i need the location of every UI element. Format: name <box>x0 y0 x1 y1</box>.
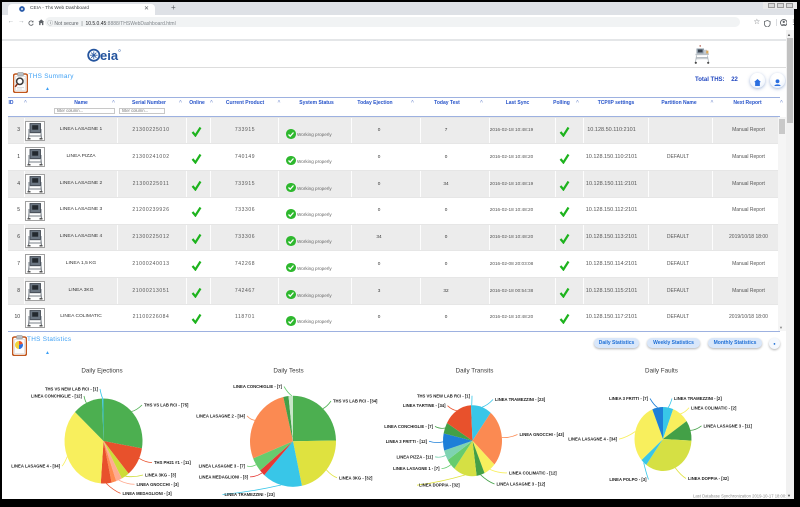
svg-text:LINEA MEDAGLIONI - [3]: LINEA MEDAGLIONI - [3] <box>199 474 249 479</box>
svg-text:LINEA LASAGNE 4 - [34]: LINEA LASAGNE 4 - [34] <box>568 436 617 441</box>
svg-text:Daily Transits: Daily Transits <box>456 367 494 374</box>
svg-text:THS VS NEW LAB RCI - [1]: THS VS NEW LAB RCI - [1] <box>417 393 471 398</box>
svg-text:Daily Faults: Daily Faults <box>645 367 678 374</box>
svg-text:LINEA GNOCCHI - [43]: LINEA GNOCCHI - [43] <box>520 432 565 437</box>
svg-text:LINEA PIZZA - [11]: LINEA PIZZA - [11] <box>397 454 434 459</box>
svg-text:LINEA MEDAGLIONI - [3]: LINEA MEDAGLIONI - [3] <box>123 490 173 495</box>
svg-text:LINEA LASAGNE 3 - [12]: LINEA LASAGNE 3 - [12] <box>497 481 546 486</box>
svg-text:LINEA COLIMATIC - [2]: LINEA COLIMATIC - [2] <box>691 405 737 410</box>
svg-text:LINEA DOPPIA - [32]: LINEA DOPPIA - [32] <box>419 482 460 487</box>
svg-text:THS VS LAB RCI - [75]: THS VS LAB RCI - [75] <box>144 402 189 407</box>
svg-text:LINEA LASAGNE 3 - [11]: LINEA LASAGNE 3 - [11] <box>704 423 753 428</box>
svg-text:THS PH21 #1 - [11]: THS PH21 #1 - [11] <box>154 460 191 465</box>
svg-text:LINEA TRAMEZZINI - [23]: LINEA TRAMEZZINI - [23] <box>225 492 276 497</box>
svg-text:LINEA 3KG - [32]: LINEA 3KG - [32] <box>339 475 373 480</box>
svg-text:LINEA CONCHIGLIE - [7]: LINEA CONCHIGLIE - [7] <box>384 423 433 428</box>
svg-text:LINEA TRAMEZZINI - [2]: LINEA TRAMEZZINI - [2] <box>674 396 722 401</box>
svg-text:LINEA LASAGNE 1 - [7]: LINEA LASAGNE 1 - [7] <box>393 466 440 471</box>
svg-text:LINEA CONCHIGLIE - [7]: LINEA CONCHIGLIE - [7] <box>233 384 282 389</box>
svg-text:LINEA POLPO - [3]: LINEA POLPO - [3] <box>609 477 647 482</box>
svg-text:LINEA 3 FRITTI - [12]: LINEA 3 FRITTI - [12] <box>386 438 428 443</box>
svg-text:LINEA LASAGNE 4 - [34]: LINEA LASAGNE 4 - [34] <box>11 463 60 468</box>
svg-text:LINEA DOPPIA - [32]: LINEA DOPPIA - [32] <box>688 476 729 481</box>
svg-text:Last Database Synchronization: Last Database Synchronization 2019-10-17… <box>693 493 786 498</box>
svg-text:LINEA CONCHIGLIE - [12]: LINEA CONCHIGLIE - [12] <box>31 393 83 398</box>
svg-text:eia: eia <box>100 48 119 63</box>
svg-text:THS VS NEW LAB RCI - [1]: THS VS NEW LAB RCI - [1] <box>45 386 99 391</box>
svg-text:LINEA COLIMATIC - [12]: LINEA COLIMATIC - [12] <box>509 470 557 475</box>
svg-text:THS VS LAB RCI - [34]: THS VS LAB RCI - [34] <box>333 398 378 403</box>
svg-text:LINEA TRAMEZZINI - [23]: LINEA TRAMEZZINI - [23] <box>495 397 546 402</box>
svg-text:LINEA LASAGNE 3 - [7]: LINEA LASAGNE 3 - [7] <box>199 463 246 468</box>
svg-text:LINEA GNOCCHI - [3]: LINEA GNOCCHI - [3] <box>137 481 180 486</box>
svg-text:LINEA LASAGNE 2 - [34]: LINEA LASAGNE 2 - [34] <box>196 413 245 418</box>
svg-text:LINEA TARTINE - [34]: LINEA TARTINE - [34] <box>403 403 446 408</box>
svg-text:Daily Ejections: Daily Ejections <box>81 367 122 374</box>
svg-text:LINEA 3 FRITTI - [7]: LINEA 3 FRITTI - [7] <box>609 396 649 401</box>
svg-text:Daily Tests: Daily Tests <box>273 367 303 374</box>
svg-text:LINEA 3KG - [3]: LINEA 3KG - [3] <box>145 472 177 477</box>
